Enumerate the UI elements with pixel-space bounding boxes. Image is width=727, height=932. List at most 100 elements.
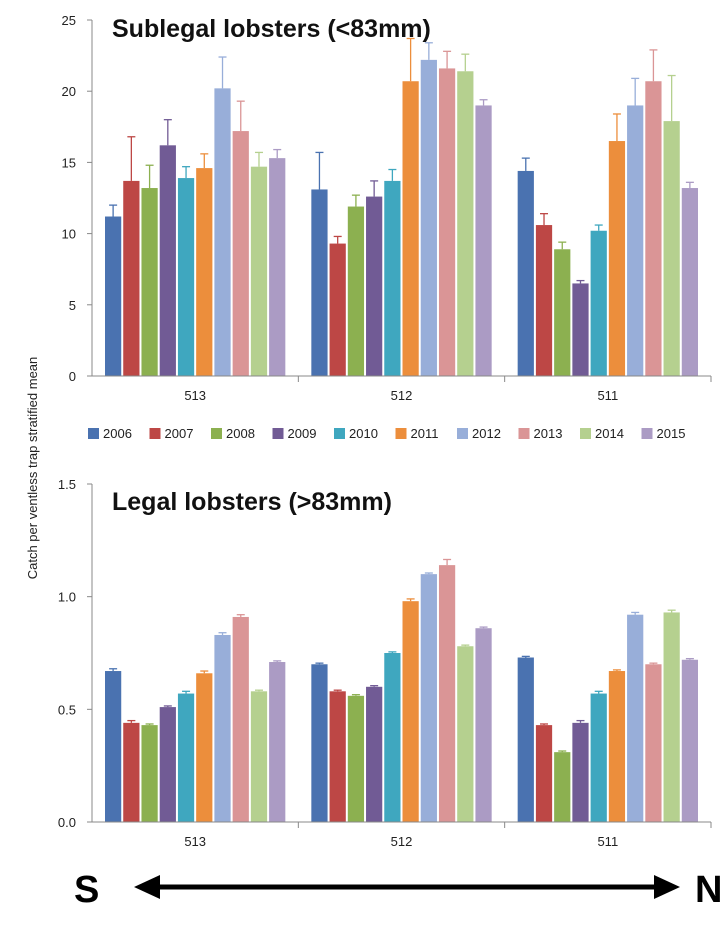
sublegal-bar-2010-511 [590, 230, 607, 376]
legend-swatch-2013 [518, 428, 530, 439]
legend-swatch-2011 [395, 428, 407, 439]
sublegal-y-tick-label: 25 [62, 13, 76, 28]
sublegal-bar-2014-513 [250, 166, 268, 376]
direction-north: N [695, 869, 722, 911]
legal-bar-2007-512 [329, 691, 346, 822]
legal-y-tick-label: 1.0 [58, 590, 76, 605]
legal-bar-2008-511 [554, 752, 571, 822]
legal-bar-2013-511 [645, 664, 662, 822]
sublegal-bar-2015-513 [269, 158, 286, 376]
legal-bar-2010-512 [384, 653, 401, 822]
sublegal-y-tick-label: 15 [62, 155, 76, 170]
sublegal-bar-2006-511 [517, 170, 534, 376]
legend-label-2012: 2012 [472, 426, 501, 441]
legal-bar-2006-513 [105, 671, 122, 822]
legal-y-tick-label: 0.5 [58, 702, 76, 717]
legend-swatch-2014 [580, 428, 591, 439]
legal-bar-2009-512 [366, 686, 383, 822]
sublegal-chart: 0 5 10 15 20 25 513 512 511 Sublegal lobsters (… [62, 13, 712, 403]
legal-y-tick-label: 0.0 [58, 815, 76, 830]
sublegal-title: Sublegal lobsters (<83mm) [112, 15, 431, 43]
legal-y-ticks: 0.0 0.5 1.0 1.5 [58, 477, 92, 830]
legend-swatch-2007 [149, 428, 161, 439]
legend-swatch-2008 [211, 428, 222, 439]
legend: 2006 2007 2008 2009 2010 2011 2012 2013 2014 2015 [88, 426, 685, 441]
direction-south: S [74, 869, 99, 911]
sublegal-bar-2011-512 [402, 81, 419, 377]
legal-bar-2014-513 [250, 691, 268, 822]
legal-bars [105, 558, 698, 822]
legal-chart: 0.0 0.5 1.0 1.5 513 512 511 Legal lobsters (>… [58, 477, 712, 849]
legend-swatch-2015 [641, 428, 653, 439]
legal-bar-2010-511 [590, 693, 607, 822]
legal-bar-2011-512 [402, 601, 419, 822]
legal-bar-2014-512 [457, 646, 474, 822]
sublegal-bar-2009-513 [159, 145, 176, 376]
sublegal-bars [105, 37, 698, 377]
legal-bar-2007-513 [123, 722, 140, 822]
sublegal-bar-2007-512 [329, 243, 346, 376]
sublegal-bar-2006-513 [105, 216, 122, 376]
legal-bar-2006-511 [517, 657, 534, 822]
legal-bar-2015-512 [475, 628, 492, 822]
direction-arrow: S N [74, 869, 722, 911]
legal-bar-2011-511 [608, 671, 626, 822]
sublegal-bar-2007-513 [123, 180, 140, 376]
legal-bar-2009-511 [572, 722, 589, 822]
sublegal-bar-2011-513 [196, 168, 213, 376]
legal-bar-2013-513 [232, 616, 249, 822]
legend-label-2006: 2006 [103, 426, 132, 441]
sublegal-y-ticks: 0 5 10 15 20 25 [62, 13, 92, 384]
legal-bar-2010-513 [177, 693, 195, 822]
sublegal-y-tick-label: 10 [62, 227, 76, 242]
legal-bar-2012-511 [627, 614, 644, 822]
sublegal-x-tick-label: 513 [184, 388, 206, 403]
sublegal-bar-2010-513 [177, 178, 195, 376]
arrow-head-right-icon [654, 875, 680, 899]
legend-label-2010: 2010 [349, 426, 378, 441]
sublegal-bar-2009-512 [366, 196, 383, 376]
legend-label-2007: 2007 [165, 426, 194, 441]
legal-x-tick-label: 512 [391, 834, 413, 849]
sublegal-bar-2013-511 [645, 81, 662, 377]
legal-title: Legal lobsters (>83mm) [112, 488, 392, 516]
legend-label-2013: 2013 [534, 426, 563, 441]
sublegal-y-tick-label: 20 [62, 84, 76, 99]
legal-bar-2013-512 [438, 565, 456, 822]
sublegal-bar-2012-513 [214, 88, 231, 377]
legend-label-2015: 2015 [657, 426, 686, 441]
y-axis-label: Catch per ventless trap stratified mean [25, 357, 40, 580]
legal-bar-2009-513 [159, 707, 176, 822]
sublegal-x-tick-label: 511 [597, 388, 618, 403]
legal-x-tick-label: 513 [184, 834, 206, 849]
sublegal-x-ticks: 513 512 511 [184, 376, 712, 403]
legal-bar-2008-513 [141, 725, 158, 822]
sublegal-bar-2008-513 [141, 188, 158, 376]
legal-bar-2007-511 [535, 725, 553, 822]
legal-bar-2011-513 [196, 673, 213, 822]
legal-bar-2014-511 [663, 612, 680, 822]
legend-label-2014: 2014 [595, 426, 624, 441]
sublegal-bar-2015-512 [475, 105, 492, 376]
sublegal-bar-2011-511 [608, 141, 626, 376]
sublegal-bar-2007-511 [535, 225, 553, 376]
legal-y-tick-label: 1.5 [58, 477, 76, 492]
arrow-head-left-icon [134, 875, 160, 899]
legend-swatch-2012 [457, 428, 468, 439]
sublegal-bar-2015-511 [681, 188, 698, 376]
sublegal-bar-2008-512 [347, 206, 365, 376]
legal-x-ticks: 513 512 511 [184, 822, 712, 849]
legal-bar-2012-512 [420, 574, 437, 822]
legal-bar-2012-513 [214, 634, 231, 822]
legend-swatch-2006 [88, 428, 99, 439]
legend-label-2008: 2008 [226, 426, 255, 441]
sublegal-bar-2006-512 [311, 189, 328, 376]
sublegal-bar-2014-512 [457, 71, 474, 376]
sublegal-bar-2009-511 [572, 283, 589, 376]
sublegal-bar-2013-512 [438, 68, 456, 376]
legend-label-2009: 2009 [288, 426, 317, 441]
sublegal-y-tick-label: 0 [69, 369, 76, 384]
legal-bar-2008-512 [347, 695, 365, 822]
sublegal-bar-2010-512 [384, 180, 401, 376]
